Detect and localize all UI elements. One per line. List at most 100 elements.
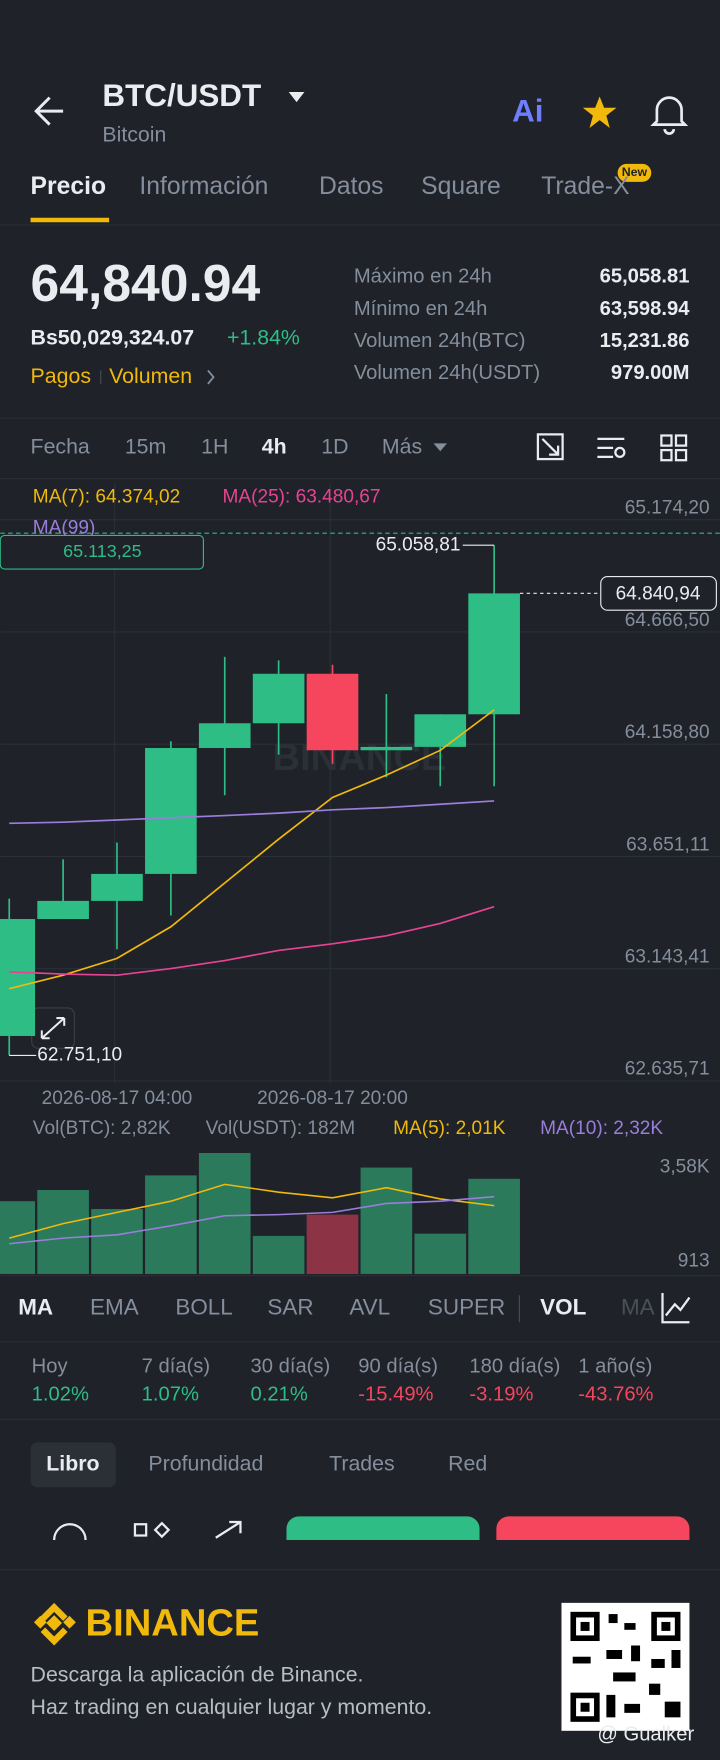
- buy-button[interactable]: [286, 1516, 480, 1540]
- tab[interactable]: Información: [139, 173, 268, 200]
- link[interactable]: Volumen: [109, 364, 192, 388]
- active-book-tab: [30, 1442, 116, 1488]
- price-line-label: 65.113,25: [63, 541, 141, 561]
- last-price-label: 64.840,94: [616, 584, 701, 605]
- ma-legend: MA(99): [33, 518, 96, 539]
- volume-bar: [198, 1153, 251, 1274]
- divider: [0, 224, 720, 226]
- interval[interactable]: Más: [382, 434, 422, 458]
- ma-line: [9, 800, 495, 825]
- y-tick-label: 64.158,80: [625, 722, 710, 743]
- performance-period: 30 día(s): [251, 1355, 331, 1377]
- divider: [0, 1569, 720, 1571]
- performance-value: 1.07%: [142, 1384, 199, 1406]
- volume-bar: [145, 1175, 197, 1274]
- tab[interactable]: Trade-X: [541, 173, 629, 200]
- indicator-tab[interactable]: BOLL: [175, 1295, 232, 1320]
- interval[interactable]: 15m: [125, 434, 166, 458]
- indicator-tab[interactable]: MA: [18, 1295, 53, 1320]
- ma-line: [9, 905, 495, 977]
- y-tick-label: 913: [678, 1251, 710, 1272]
- y-tick-label: 3,58K: [660, 1157, 710, 1178]
- performance-period: 180 día(s): [469, 1355, 560, 1377]
- volume-bar: [414, 1233, 467, 1274]
- candle-body: [37, 900, 89, 920]
- volume-legend: Vol(BTC): 2,82K: [33, 1118, 171, 1139]
- y-tick-label: 65.174,20: [625, 498, 710, 519]
- indicator-tab[interactable]: AVL: [349, 1295, 390, 1320]
- book-tab[interactable]: Trades: [329, 1451, 395, 1475]
- pair-dropdown[interactable]: [288, 92, 305, 103]
- link[interactable]: Pagos: [31, 364, 91, 388]
- indicator-tab[interactable]: SUPER: [428, 1295, 505, 1320]
- back-button[interactable]: [34, 96, 64, 126]
- divider: [0, 1418, 720, 1420]
- favorite-star[interactable]: [582, 96, 617, 128]
- chart-tools[interactable]: [536, 433, 688, 462]
- performance-value: 0.21%: [251, 1384, 308, 1406]
- performance-value: -43.76%: [578, 1384, 653, 1406]
- x-tick-label: 2026-08-17 20:00: [257, 1088, 408, 1109]
- volume-bar: [360, 1167, 413, 1274]
- performance-value: -3.19%: [469, 1384, 533, 1406]
- indicator-tab[interactable]: VOL: [540, 1295, 586, 1320]
- x-tick-label: 2026-08-17 04:00: [42, 1088, 193, 1109]
- candle-body: [306, 673, 359, 751]
- last-price: 64,840.94: [31, 254, 261, 312]
- indicator-tab[interactable]: MA: [621, 1295, 655, 1320]
- new-badge: [617, 163, 652, 182]
- stat-value: 65,058.81: [600, 266, 690, 288]
- divider: [0, 1275, 720, 1277]
- interval[interactable]: 1D: [321, 434, 348, 458]
- interval[interactable]: Fecha: [31, 434, 90, 458]
- qr-pattern: [570, 1611, 681, 1722]
- candle-body: [0, 919, 36, 1036]
- separator: [518, 1295, 520, 1323]
- book-tab[interactable]: Profundidad: [148, 1451, 263, 1475]
- stat-value: 15,231.86: [600, 330, 690, 352]
- fiat-price: Bs50,029,324.07: [31, 326, 195, 350]
- volume-bar: [252, 1235, 305, 1274]
- performance-value: -15.49%: [358, 1384, 433, 1406]
- expand-icon: [40, 1017, 66, 1040]
- low-label: 62.751,10: [37, 1044, 122, 1065]
- tab[interactable]: Square: [421, 173, 501, 200]
- y-tick-label: 64.666,50: [625, 610, 710, 631]
- performance-period: 90 día(s): [358, 1355, 438, 1377]
- indicator-settings[interactable]: [661, 1293, 691, 1324]
- y-tick-label: 63.651,11: [626, 834, 709, 855]
- binance-logo: [33, 1602, 76, 1646]
- indicator-tab[interactable]: SAR: [267, 1295, 313, 1320]
- last-price-box: [600, 575, 717, 611]
- tab-underline: [30, 217, 110, 223]
- candle-body: [252, 673, 305, 724]
- pair-title[interactable]: BTC/USDT: [102, 78, 261, 113]
- tab[interactable]: Datos: [319, 173, 384, 200]
- book-tab[interactable]: Red: [448, 1451, 487, 1475]
- book-tab[interactable]: Libro: [46, 1451, 99, 1475]
- price-change: +1.84%: [227, 326, 300, 350]
- sell-button[interactable]: [496, 1516, 690, 1540]
- divider: [0, 478, 720, 480]
- tab[interactable]: Precio: [31, 173, 106, 200]
- price-line-box: [0, 534, 204, 570]
- ai-button[interactable]: Ai: [512, 94, 543, 129]
- ma-line: [9, 709, 495, 990]
- interval[interactable]: 1H: [201, 434, 228, 458]
- pair-subtitle: Bitcoin: [102, 122, 166, 146]
- bottom-icons[interactable]: [53, 1520, 242, 1541]
- new-badge-text: New: [622, 165, 648, 179]
- footer-line: Haz trading en cualquier lugar y momento…: [31, 1695, 433, 1719]
- stat-label: Mínimo en 24h: [354, 298, 488, 320]
- footer-brand: BINANCE: [86, 1601, 260, 1644]
- candle-body: [145, 748, 197, 874]
- volume-ma-line: [9, 1183, 495, 1239]
- high-label: 65.058,81: [376, 534, 461, 555]
- divider: [0, 417, 720, 419]
- candle-body: [468, 593, 520, 715]
- candle-body: [360, 746, 413, 751]
- indicator-tab[interactable]: EMA: [90, 1295, 139, 1320]
- interval[interactable]: 4h: [262, 434, 287, 458]
- volume-bar: [37, 1189, 89, 1274]
- bell-icon[interactable]: [650, 96, 689, 135]
